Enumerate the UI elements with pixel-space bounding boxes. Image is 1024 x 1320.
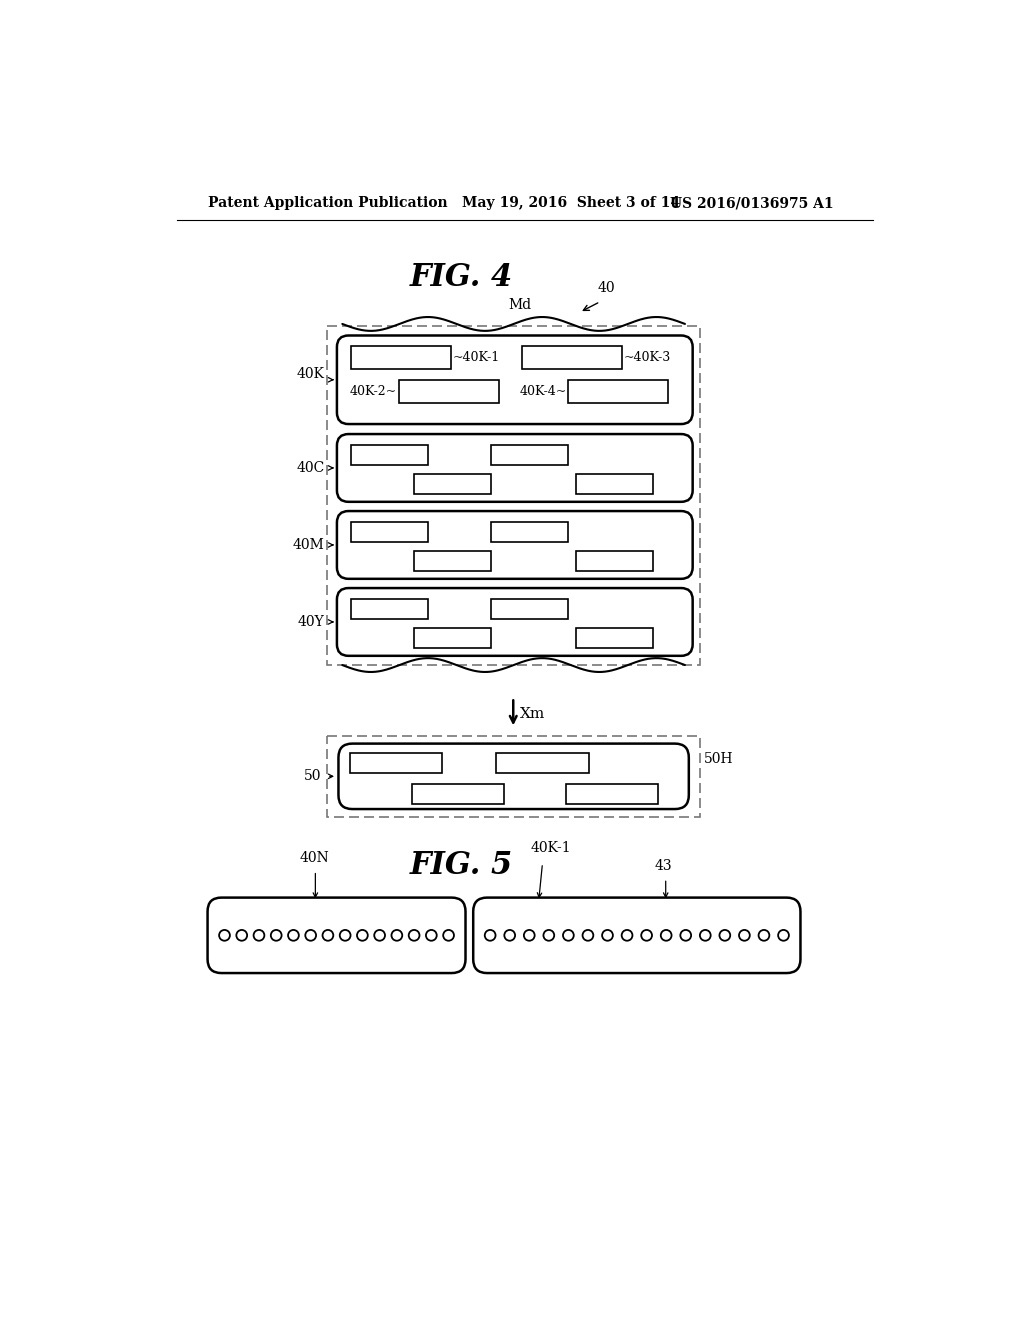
Text: 40Y: 40Y xyxy=(298,615,325,628)
Text: 40K: 40K xyxy=(297,367,325,380)
Text: ~40K-3: ~40K-3 xyxy=(624,351,671,364)
Text: US 2016/0136975 A1: US 2016/0136975 A1 xyxy=(670,197,834,210)
Text: Md: Md xyxy=(508,298,531,313)
Bar xyxy=(351,599,428,619)
Bar xyxy=(575,628,652,648)
Text: Xm: Xm xyxy=(519,708,545,721)
Bar xyxy=(490,445,568,465)
Bar xyxy=(327,326,700,665)
Bar xyxy=(412,784,504,804)
Bar xyxy=(398,380,499,404)
Bar xyxy=(327,737,700,817)
Text: 40: 40 xyxy=(598,281,615,296)
Bar xyxy=(565,784,658,804)
Bar xyxy=(414,474,490,494)
FancyBboxPatch shape xyxy=(337,589,692,656)
FancyBboxPatch shape xyxy=(337,335,692,424)
Text: 40N: 40N xyxy=(300,851,330,866)
Text: 50: 50 xyxy=(304,770,322,783)
Bar xyxy=(414,628,490,648)
Text: ~40K-1: ~40K-1 xyxy=(453,351,500,364)
Bar xyxy=(351,521,428,541)
FancyBboxPatch shape xyxy=(473,898,801,973)
Text: FIG. 4: FIG. 4 xyxy=(410,263,513,293)
Bar xyxy=(490,521,568,541)
Text: 43: 43 xyxy=(654,859,672,873)
FancyBboxPatch shape xyxy=(339,743,689,809)
Text: 40C: 40C xyxy=(296,461,325,475)
Bar xyxy=(575,552,652,572)
Text: 40M: 40M xyxy=(293,539,325,552)
Bar xyxy=(568,380,668,404)
Bar xyxy=(490,599,568,619)
Bar xyxy=(575,474,652,494)
Text: 40K-1: 40K-1 xyxy=(531,841,571,855)
Text: Patent Application Publication: Patent Application Publication xyxy=(208,197,447,210)
Bar xyxy=(414,552,490,572)
Bar xyxy=(521,346,622,370)
Text: May 19, 2016  Sheet 3 of 14: May 19, 2016 Sheet 3 of 14 xyxy=(462,197,680,210)
Bar xyxy=(497,752,589,774)
FancyBboxPatch shape xyxy=(337,434,692,502)
FancyBboxPatch shape xyxy=(208,898,466,973)
Text: FIG. 5: FIG. 5 xyxy=(410,850,513,880)
Bar xyxy=(351,445,428,465)
Text: 40K-2~: 40K-2~ xyxy=(350,385,397,399)
Text: 50H: 50H xyxy=(705,752,734,766)
FancyBboxPatch shape xyxy=(337,511,692,578)
Bar xyxy=(350,752,442,774)
Bar xyxy=(351,346,451,370)
Text: 40K-4~: 40K-4~ xyxy=(519,385,566,399)
